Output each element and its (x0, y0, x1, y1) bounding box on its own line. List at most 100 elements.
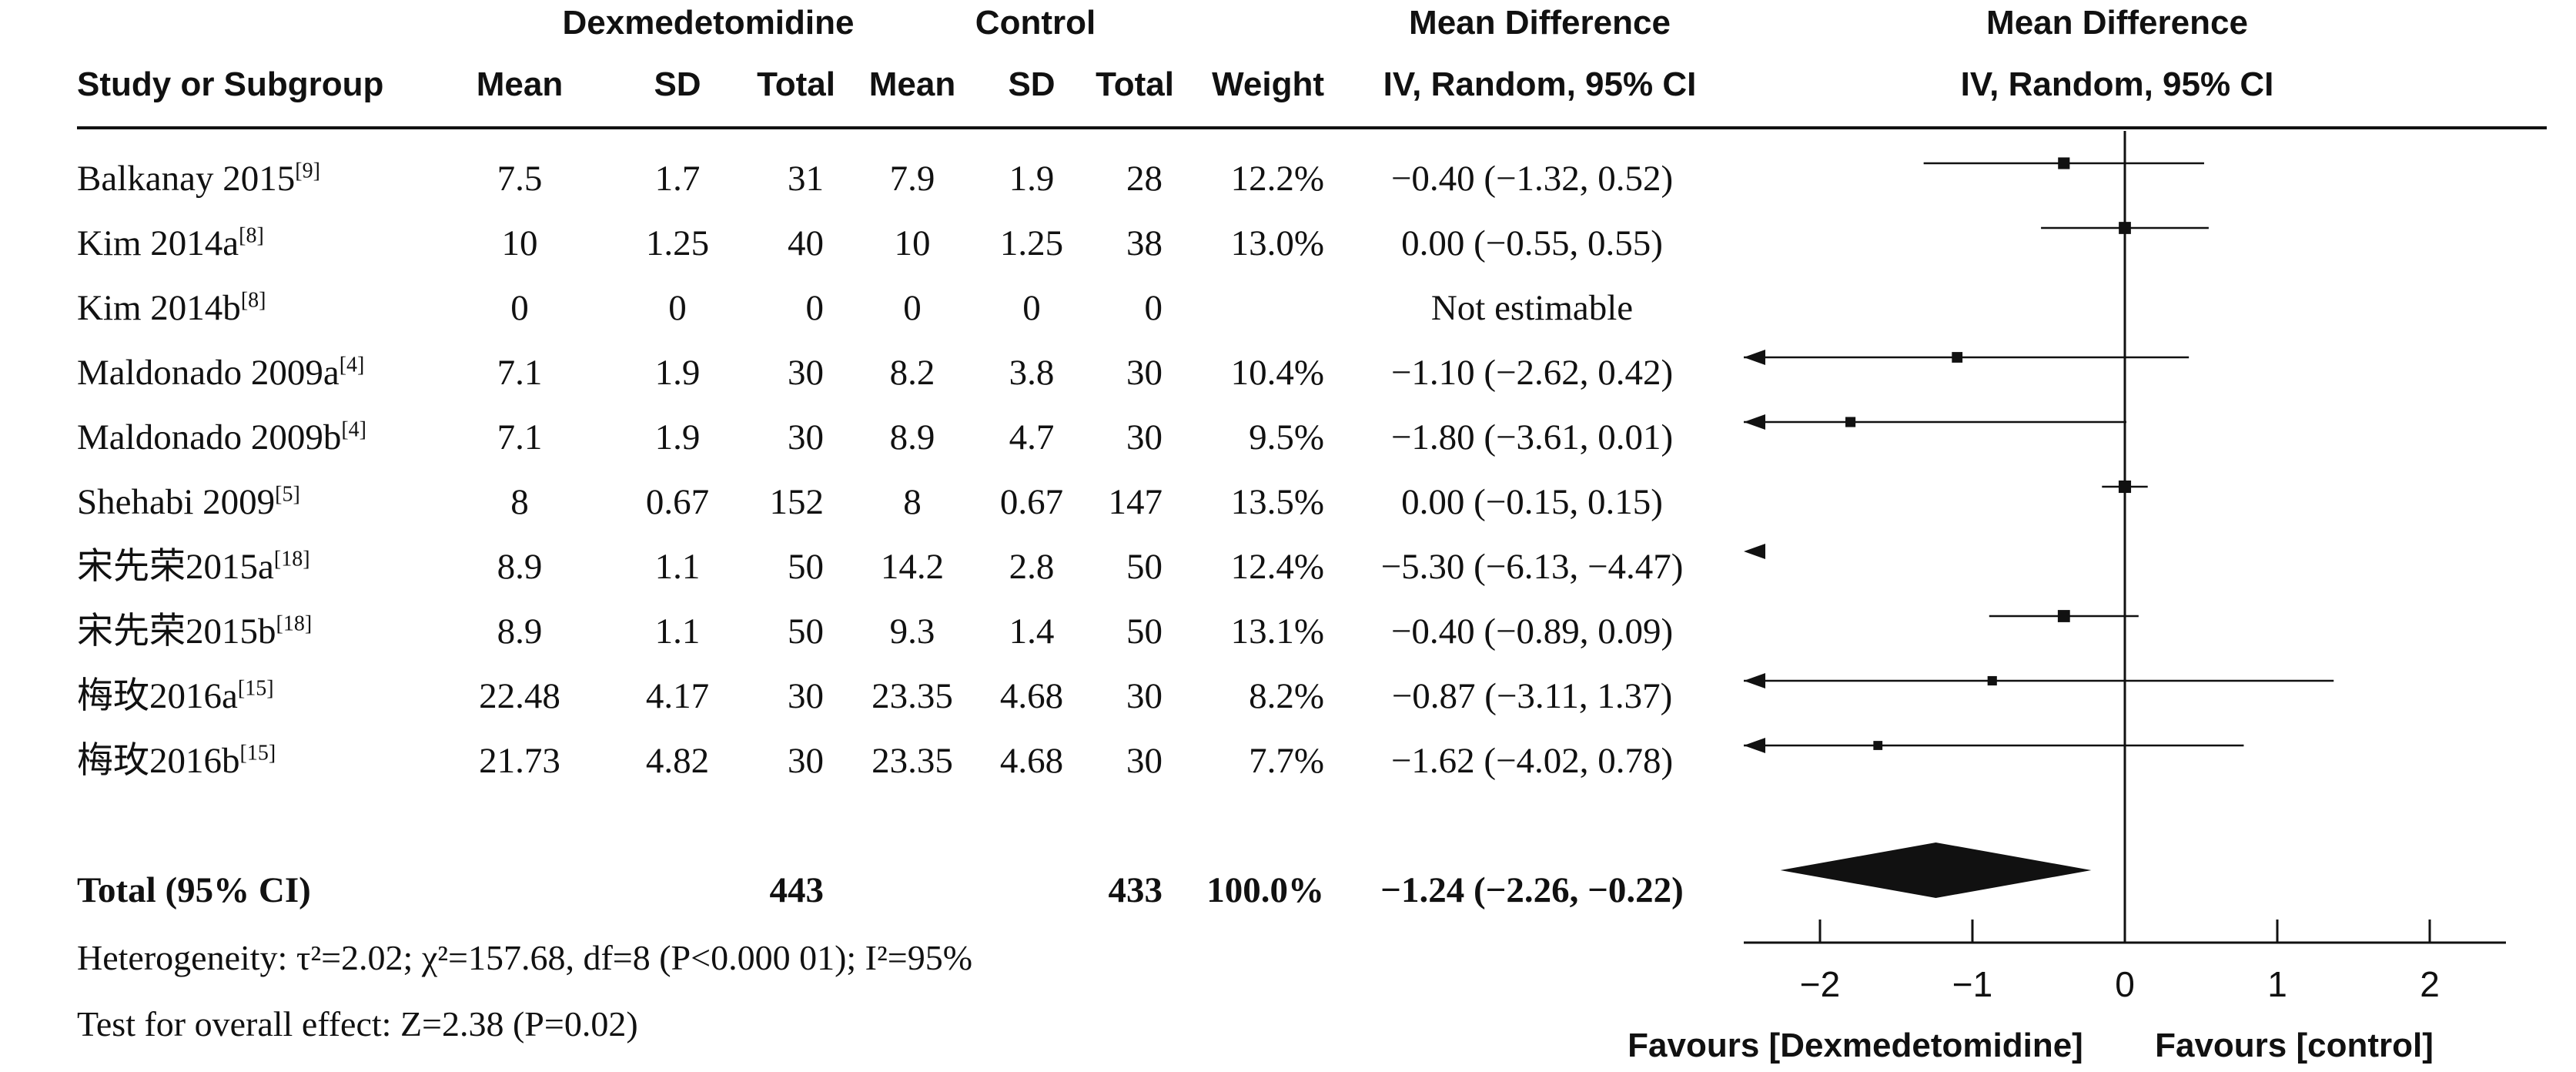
cell-ci: 0.00 (−0.15, 0.15) (1401, 482, 1663, 522)
group-header-treatment: Dexmedetomidine (562, 4, 855, 42)
cell-ci: 0.00 (−0.55, 0.55) (1401, 223, 1663, 263)
cell-mean-control: 10 (894, 223, 931, 263)
study-name: 宋先荣2015b[18] (77, 610, 312, 653)
cell-weight: 13.0% (1230, 223, 1324, 263)
cell-ci: Not estimable (1430, 288, 1634, 328)
x-axis-tick-label: −2 (1800, 964, 1840, 1004)
cell-total-treatment: 40 (788, 223, 824, 263)
cell-mean-control: 8 (903, 482, 922, 522)
study-label: 梅玫2016a (77, 676, 238, 716)
cell-total-treatment: 30 (788, 417, 824, 457)
cell-total-control: 50 (1126, 611, 1163, 652)
cell-total-treatment: 30 (788, 676, 824, 716)
cell-sd-control: 1.9 (1009, 159, 1055, 199)
x-axis-tick-label: −1 (1952, 964, 1992, 1004)
cell-total-treatment: 50 (788, 547, 824, 587)
cell-sd-control: 4.68 (999, 741, 1064, 781)
group-header-control: Control (975, 4, 1096, 42)
study-name: Maldonado 2009b[4] (77, 416, 366, 459)
cell-total-control: 0 (1144, 288, 1163, 328)
heterogeneity-note: Heterogeneity: τ²=2.02; χ²=157.68, df=8 … (77, 938, 973, 977)
cell-total-control: 50 (1126, 547, 1163, 587)
cell-sd-treatment: 0 (668, 288, 687, 328)
cell-mean-treatment: 7.5 (497, 159, 543, 199)
cell-total-treatment: 50 (788, 611, 824, 652)
ci-arrowhead (1744, 544, 1765, 559)
cell-mean-treatment: 0 (510, 288, 529, 328)
cell-ci: −0.40 (−1.32, 0.52) (1390, 159, 1674, 199)
study-label: Maldonado 2009a (77, 353, 340, 393)
col-header-mean-treatment: Mean (476, 65, 564, 103)
cell-sd-control: 0 (1022, 288, 1041, 328)
study-reference: [9] (295, 159, 320, 183)
col-header-total-treatment: Total (757, 65, 835, 103)
cell-total-control: 30 (1126, 741, 1163, 781)
cell-sd-treatment: 1.1 (654, 611, 701, 652)
overall-effect-note: Test for overall effect: Z=2.38 (P=0.02) (77, 1004, 638, 1044)
cell-total-treatment: 30 (788, 353, 824, 393)
cell-mean-control: 0 (903, 288, 922, 328)
cell-weight: 13.1% (1230, 611, 1324, 652)
study-reference: [8] (239, 223, 264, 248)
study-label: Kim 2014b (77, 288, 241, 328)
cell-total-control: 30 (1126, 417, 1163, 457)
cell-sd-control: 0.67 (999, 482, 1064, 522)
study-name: Kim 2014b[8] (77, 286, 266, 330)
pooled-diamond (1780, 843, 2092, 898)
cell-sd-treatment: 1.7 (654, 159, 701, 199)
study-reference: [18] (276, 611, 313, 636)
ci-arrowhead (1744, 673, 1765, 688)
study-name: Shehabi 2009[5] (77, 481, 300, 524)
study-name: 梅玫2016a[15] (77, 675, 274, 718)
total-row-weight: 100.0% (1206, 870, 1324, 910)
study-name: Kim 2014a[8] (77, 222, 264, 265)
cell-total-control: 38 (1126, 223, 1163, 263)
x-axis-tick-label: 1 (2267, 964, 2287, 1004)
cell-mean-treatment: 7.1 (497, 417, 543, 457)
x-axis-tick-label: 2 (2420, 964, 2440, 1004)
study-reference: [15] (239, 741, 276, 765)
point-estimate (2057, 610, 2070, 622)
cell-total-treatment: 0 (805, 288, 825, 328)
cell-weight: 12.4% (1230, 547, 1324, 587)
cell-mean-treatment: 10 (501, 223, 538, 263)
ci-arrowhead (1744, 414, 1765, 430)
cell-sd-control: 4.68 (999, 676, 1064, 716)
col-header-mean-control: Mean (868, 65, 956, 103)
cell-sd-control: 2.8 (1009, 547, 1055, 587)
cell-total-treatment: 30 (788, 741, 824, 781)
study-name: Balkanay 2015[9] (77, 157, 320, 200)
study-reference: [4] (339, 353, 365, 377)
cell-mean-control: 14.2 (880, 547, 945, 587)
study-reference: [15] (237, 676, 274, 701)
plot-header-title: Mean Difference (1986, 4, 2248, 42)
cell-mean-treatment: 21.73 (479, 741, 560, 781)
cell-weight: 12.2% (1230, 159, 1324, 199)
plot-header-method: IV, Random, 95% CI (1960, 65, 2274, 103)
point-estimate (1845, 417, 1856, 427)
cell-mean-treatment: 8.9 (497, 547, 543, 587)
cell-mean-control: 9.3 (889, 611, 935, 652)
header-rule (77, 126, 2547, 129)
cell-total-control: 147 (1108, 482, 1163, 522)
study-reference: [5] (275, 482, 300, 507)
cell-total-control: 28 (1126, 159, 1163, 199)
study-name: 宋先荣2015a[18] (77, 545, 310, 588)
col-header-study: Study or Subgroup (77, 65, 384, 103)
cell-sd-treatment: 1.25 (645, 223, 710, 263)
cell-total-treatment: 152 (769, 482, 825, 522)
cell-mean-treatment: 22.48 (479, 676, 560, 716)
x-axis-tick-label: 0 (2115, 964, 2135, 1004)
point-estimate (1873, 741, 1883, 750)
col-header-total-control: Total (1096, 65, 1174, 103)
point-estimate (1987, 675, 1997, 686)
cell-weight: 7.7% (1249, 741, 1324, 781)
cell-weight: 9.5% (1249, 417, 1324, 457)
cell-sd-treatment: 1.9 (654, 353, 701, 393)
effect-header-method: IV, Random, 95% CI (1383, 65, 1697, 103)
total-row-label: Total (95% CI) (77, 870, 311, 910)
col-header-weight: Weight (1212, 65, 1324, 103)
cell-sd-treatment: 1.9 (654, 417, 701, 457)
cell-mean-control: 23.35 (871, 676, 953, 716)
